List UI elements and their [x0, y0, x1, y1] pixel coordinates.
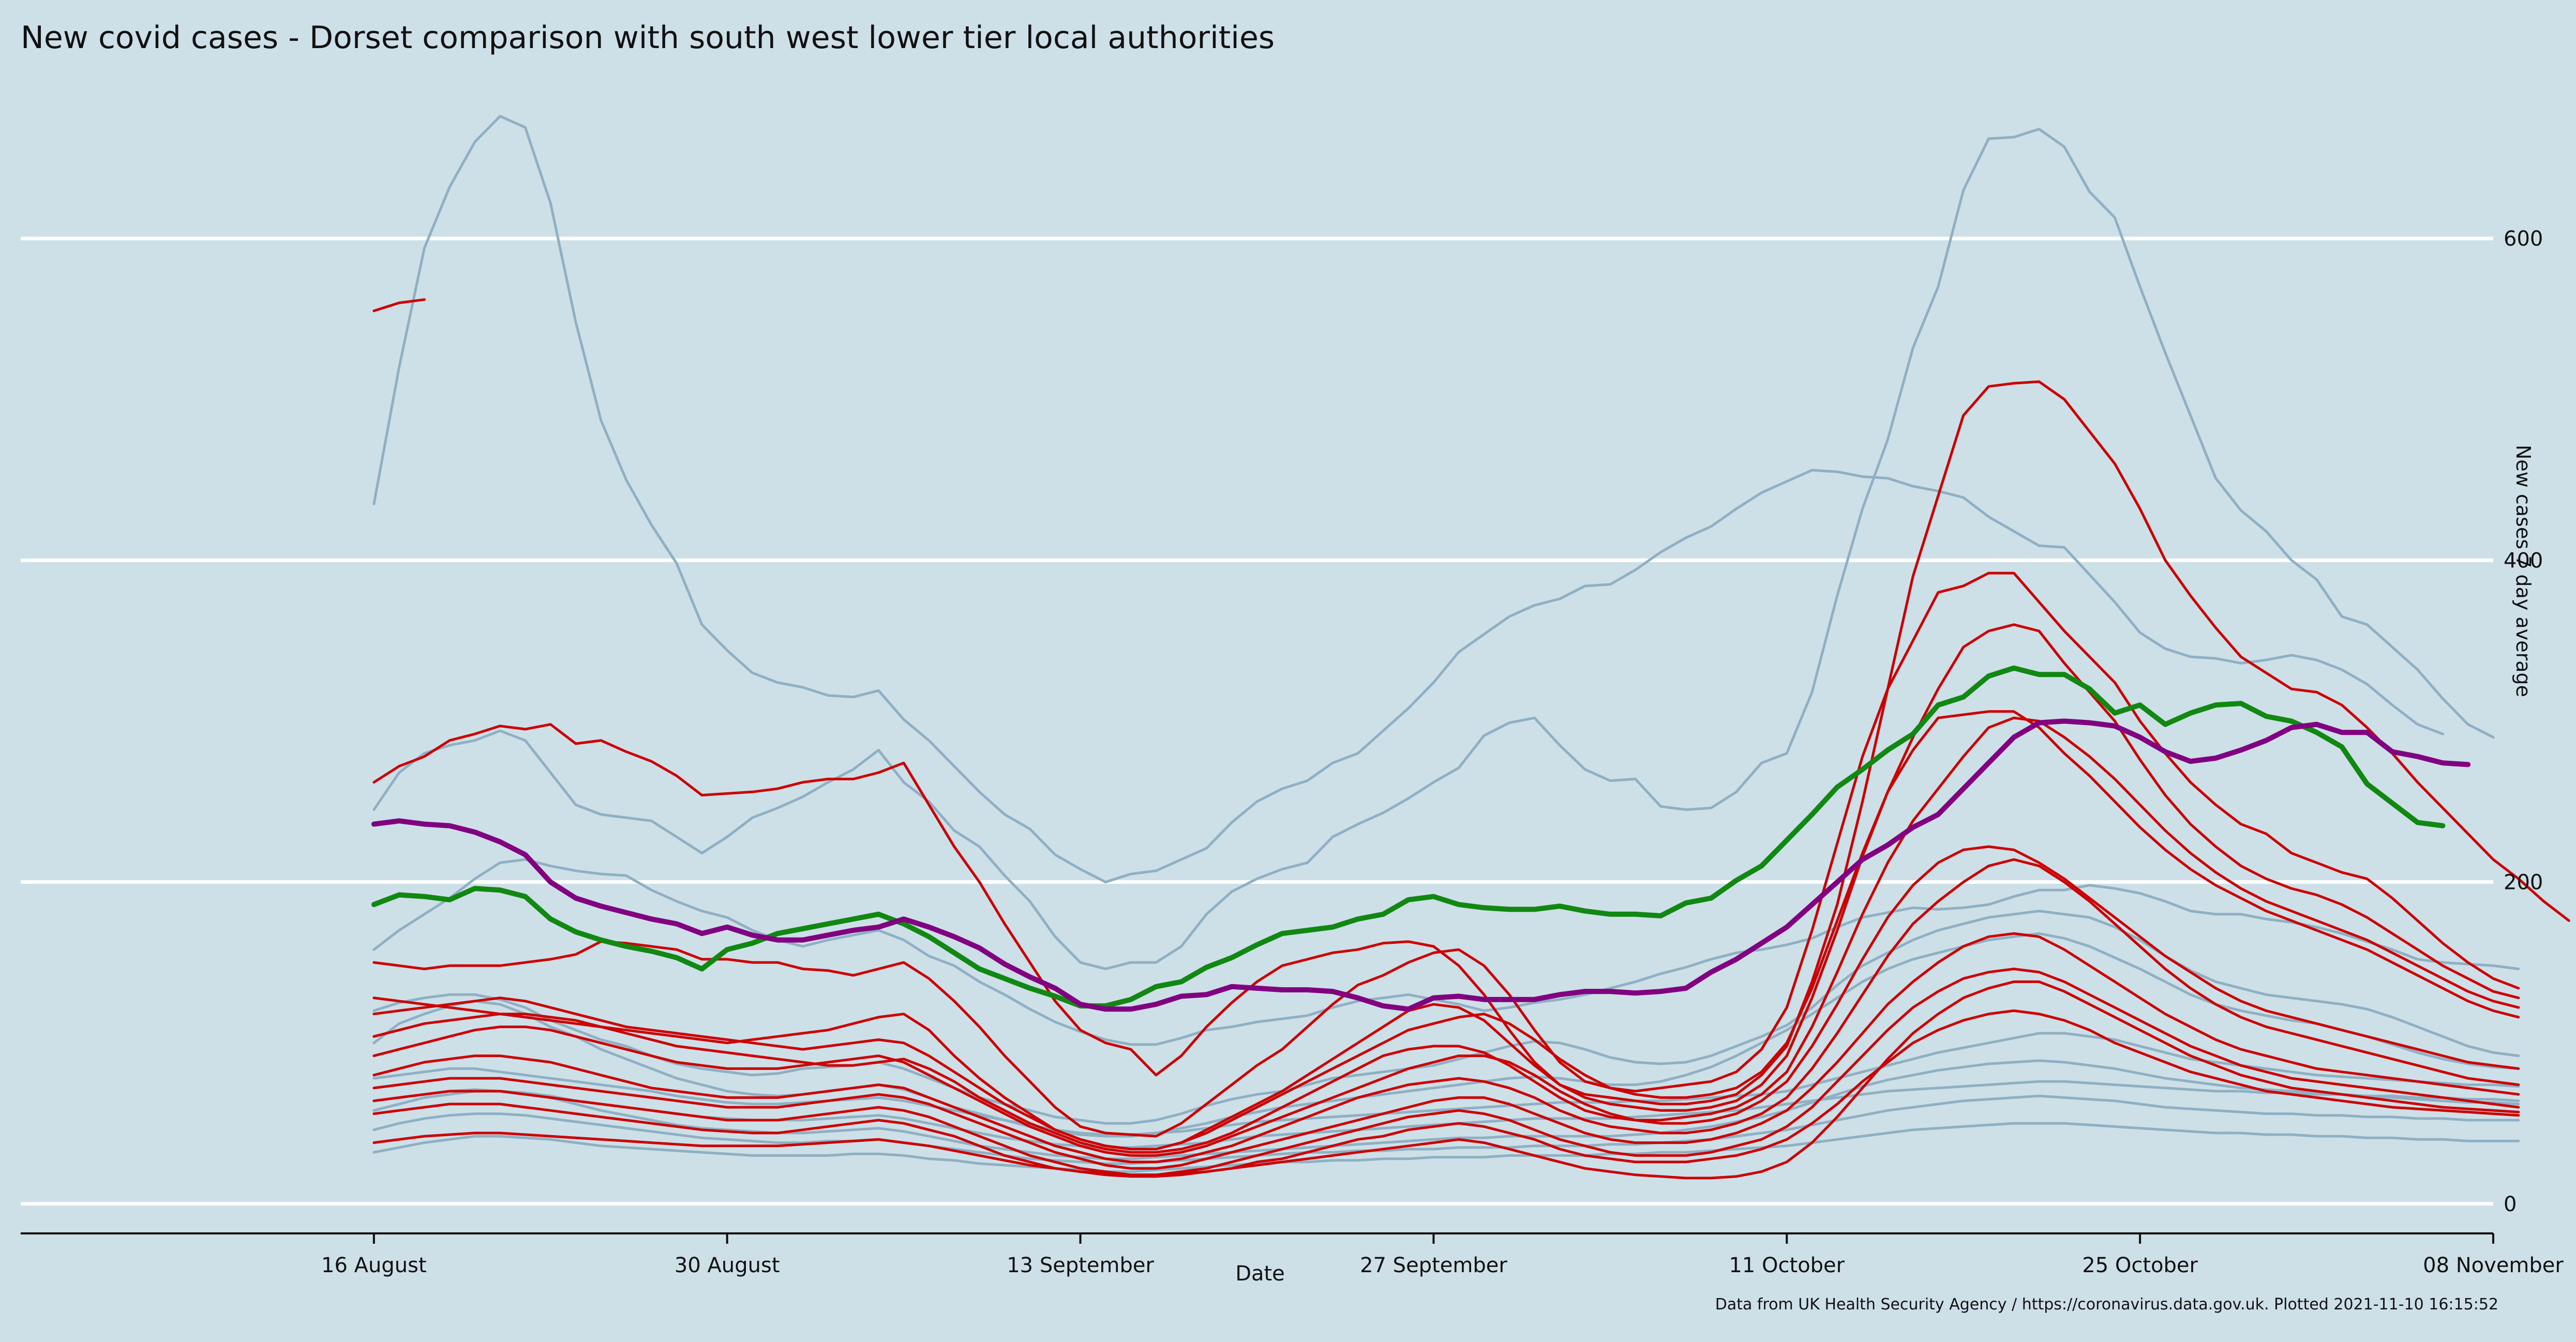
bcp-series-line-23	[371, 718, 2471, 1012]
grey-series-line-3	[372, 910, 2520, 1125]
red-series-line-16	[372, 845, 2520, 1157]
grey-series-line-0	[372, 115, 2444, 884]
x-tick-label-3: 27 September	[1360, 1254, 1507, 1277]
x-tick-label-6: 08 November	[2423, 1254, 2564, 1277]
red-series-line-18	[372, 932, 2520, 1170]
x-tick-label-4: 11 October	[1729, 1254, 1845, 1277]
source-caption: Data from UK Health Security Agency / ht…	[1715, 1295, 2498, 1314]
gridlines	[21, 236, 2493, 1206]
axes: 0 200 400 600 16 August 30 August 13 September…	[21, 227, 2564, 1277]
highlight-series-group	[371, 665, 2471, 1012]
x-tick-label-1: 30 August	[675, 1254, 780, 1277]
red-series-line-13	[372, 623, 2520, 1151]
y-tick-label-0: 0	[2504, 1193, 2517, 1216]
dorset-series-line-22	[371, 665, 2446, 1009]
grey-series-group	[372, 115, 2520, 1173]
x-tick-label-5: 25 October	[2082, 1254, 2198, 1277]
chart-title: New covid cases - Dorset comparison with…	[21, 20, 1275, 56]
y-tick-label-200: 200	[2504, 871, 2543, 895]
grey-series-line-2	[372, 858, 2520, 1046]
x-tick-label-2: 13 September	[1007, 1254, 1154, 1277]
red-series-line-19	[372, 968, 2520, 1177]
y-axis-label: New cases 7 day average	[2512, 445, 2535, 697]
red-series-line-14	[372, 710, 2520, 1151]
grey-series-line-1	[372, 128, 2495, 971]
grey-series-line-4	[372, 932, 2520, 1138]
x-axis-label: Date	[1235, 1262, 1285, 1286]
grey-series-line-6	[372, 1059, 2520, 1160]
x-tick-label-0: 16 August	[321, 1254, 427, 1277]
red-series-line-15	[372, 716, 2520, 1154]
grey-series-line-5	[372, 1032, 2520, 1136]
grey-series-line-8	[372, 1122, 2520, 1173]
red-series-line-10	[372, 298, 426, 312]
y-tick-label-400: 400	[2504, 549, 2543, 572]
y-tick-label-600: 600	[2504, 227, 2543, 251]
grey-series-line-7	[372, 1094, 2520, 1165]
red-series-line-17	[372, 858, 2520, 1164]
red-series-line-11	[372, 380, 2570, 1106]
red-series-group	[372, 298, 2570, 1180]
red-series-line-21	[372, 980, 2520, 1180]
red-series-line-20	[372, 1009, 2520, 1178]
